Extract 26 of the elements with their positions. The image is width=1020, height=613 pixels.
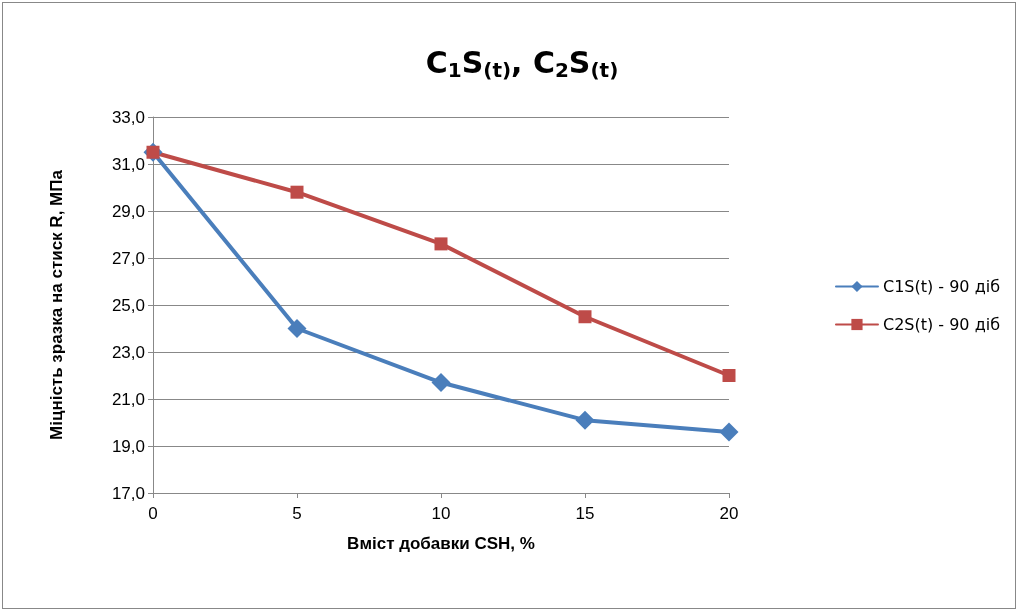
x-tick-label: 5 [292, 504, 302, 523]
point [434, 237, 448, 251]
y-axis-title: Міцність зразка на стиск R, МПа [47, 169, 66, 440]
y-tick-label: 25,0 [111, 295, 145, 315]
x-tick-label: 10 [431, 504, 451, 523]
legend-label: C2S(t) - 90 діб [882, 315, 1000, 334]
y-tick-label: 19,0 [111, 436, 145, 456]
x-axis-title: Вміст добавки CSH, % [347, 534, 535, 553]
y-tick-label: 17,0 [111, 483, 145, 503]
point [575, 410, 595, 430]
x-tick-label: 0 [148, 504, 158, 523]
y-tick-label: 27,0 [111, 248, 145, 268]
y-tick-label: 23,0 [111, 342, 145, 362]
y-tick-label: 33,0 [111, 107, 145, 127]
y-tick-label: 31,0 [111, 154, 145, 174]
x-tick-label: 15 [575, 504, 595, 523]
legend-label: C1S(t) - 90 діб [882, 277, 1000, 296]
point [722, 369, 736, 382]
point [431, 373, 451, 393]
point [719, 422, 739, 442]
y-tick-label: 29,0 [111, 201, 145, 221]
x-tick-label: 20 [719, 504, 739, 523]
point [578, 310, 592, 324]
point [290, 185, 304, 199]
y-tick-label: 21,0 [111, 389, 145, 409]
point [287, 319, 307, 338]
